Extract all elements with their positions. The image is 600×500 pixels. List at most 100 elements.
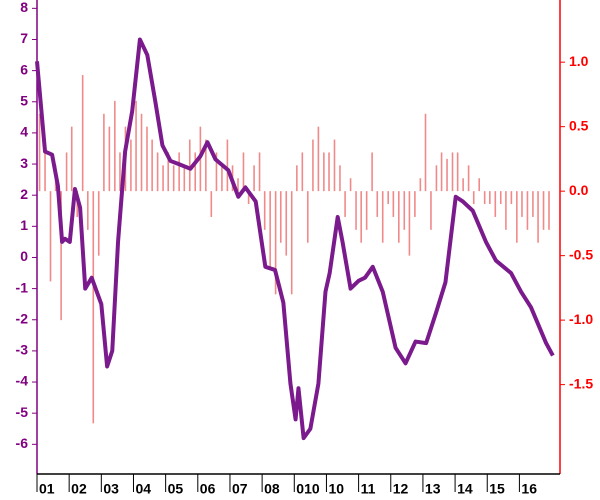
bar [499,191,502,205]
bar [285,191,288,256]
x-tick-label: 15 [489,481,505,497]
bar [430,191,432,230]
bar [65,152,68,192]
bar [403,191,406,230]
bar [279,191,282,243]
bar [451,152,454,192]
bar [392,191,395,217]
bar [532,191,534,217]
bar [483,191,486,205]
y-tick-label: -5 [16,404,29,420]
bar [360,191,362,243]
bar [290,191,293,295]
bar [221,165,223,192]
bar [119,152,121,192]
x-tick-label: 12 [393,481,409,497]
bar [151,139,153,192]
bar [210,191,213,217]
bar [371,152,373,192]
bar [114,100,116,192]
y-tick-label: -3 [16,342,29,358]
y-tick-label: 8 [20,0,28,15]
x-tick-label: 10 [328,481,344,497]
bar [44,152,46,192]
bar [355,191,357,230]
x-tick-label: 11 [361,481,376,497]
x-tick-label: 02 [71,481,87,497]
bar [103,113,105,192]
bar [130,139,132,192]
line [35,37,555,441]
bar [194,152,197,192]
bar [108,126,111,192]
bar [263,191,266,230]
y-tick-label: 3 [20,155,28,171]
bar [408,191,411,256]
bar [167,152,170,192]
bar [269,191,271,269]
bar [81,75,84,192]
bar [215,152,218,192]
x-tick-label: 01 [39,481,55,497]
bar [296,165,298,192]
bar [49,191,52,282]
y-tick-label: 4 [20,124,28,140]
bar [472,191,475,205]
bar [494,191,497,217]
bar [323,152,325,192]
bar [312,139,314,192]
y-tick-label: -6 [16,435,29,451]
bar [440,152,443,192]
y2-tick-label: 1.0 [569,53,589,69]
bar [183,165,186,192]
bar [172,165,175,192]
y-tick-label: -2 [16,310,29,326]
bar [162,165,164,192]
bar [237,178,239,192]
bar [97,191,100,256]
bar [301,152,304,192]
bar [306,191,309,243]
bar [70,126,73,192]
bar [317,126,320,192]
bar [548,191,550,230]
bar [274,191,277,295]
bar [328,152,330,192]
x-tick-label: 010 [296,481,320,497]
bar [419,178,422,192]
x-tick-label: 04 [135,481,151,497]
bar [521,191,523,217]
x-tick-label: 14 [457,481,473,497]
bar [135,100,137,192]
bar [398,191,400,243]
x-tick-label: 06 [200,481,216,497]
bar [376,191,379,217]
bar [381,191,384,243]
y-tick-label: 2 [20,186,28,202]
bar [156,152,159,192]
y-tick-label: -1 [16,279,29,295]
y2-tick-label: 0.5 [569,117,589,133]
bar [242,152,245,192]
bar [424,113,427,192]
bar [349,178,352,192]
bar [258,152,261,192]
y2-tick-label: 0.0 [569,182,589,198]
y2-tick-label: -1.0 [569,311,593,327]
bar [333,139,336,192]
bar [505,191,507,230]
x-tick-label: 13 [425,481,441,497]
bar [339,165,341,192]
y2-tick-label: -1.5 [569,375,593,391]
bar [92,191,95,424]
x-tick-label: 05 [168,481,184,497]
x-tick-label: 07 [232,481,248,497]
y-tick-label: 0 [20,248,28,264]
y-tick-label: 6 [20,61,28,77]
bar [489,191,491,205]
x-tick-label: 16 [521,481,537,497]
y-tick-label: 5 [20,92,28,108]
y2-tick-label: -0.5 [569,246,593,262]
bar [60,191,62,321]
